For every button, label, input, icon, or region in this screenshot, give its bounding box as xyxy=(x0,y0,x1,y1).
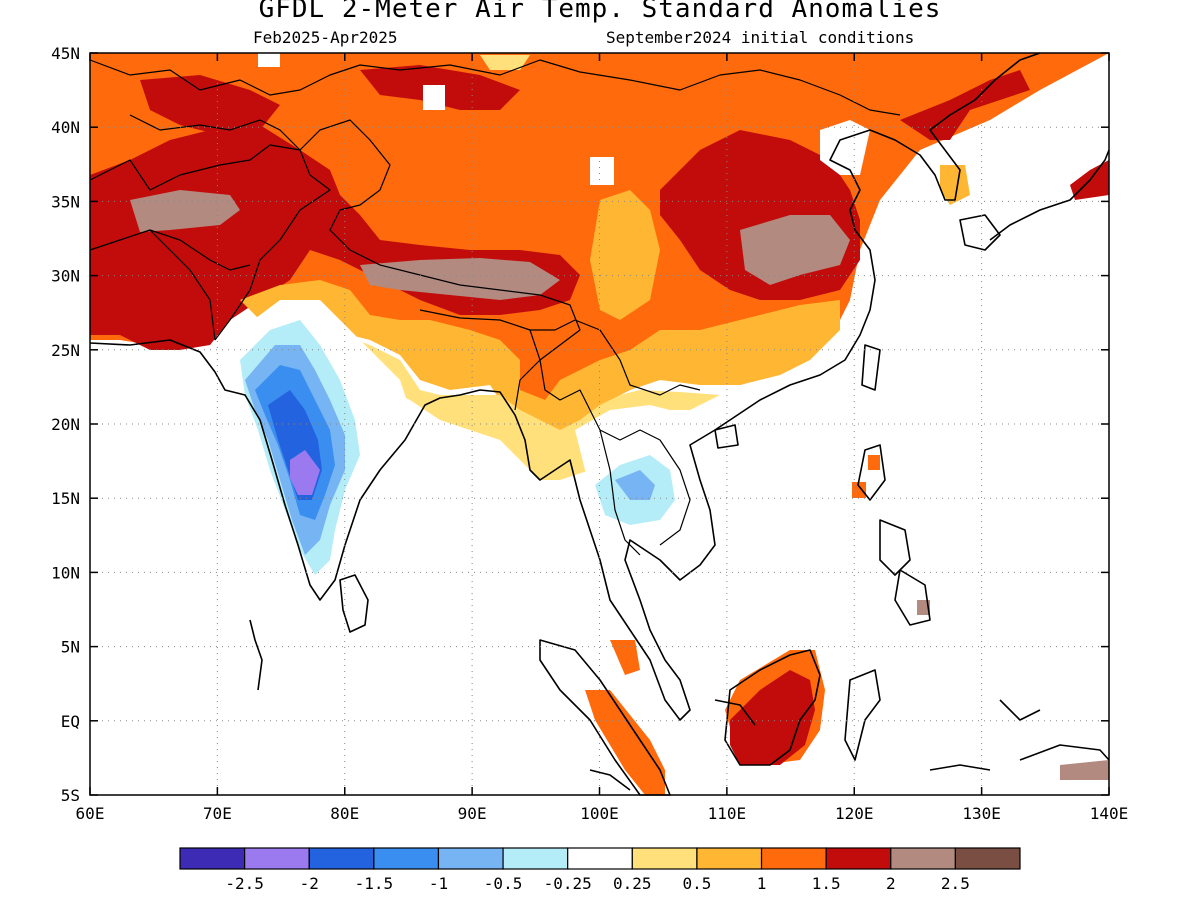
lon-tick-label: 100E xyxy=(580,804,619,823)
lat-tick-label: 20N xyxy=(51,415,80,434)
lat-tick-label: 30N xyxy=(51,267,80,286)
lon-tick-label: 140E xyxy=(1090,804,1129,823)
colorbar-swatch xyxy=(567,847,633,870)
colorbar-labels: -2.5 -2 -1.5 -1 -0.5 -0.25 0.25 0.5 1 1.5 2 2.5 xyxy=(225,874,969,893)
lat-tick-label: 5S xyxy=(61,786,80,805)
anomaly-region-strong-north xyxy=(140,75,280,135)
lat-tick-label: 40N xyxy=(51,118,80,137)
colorbar-swatch xyxy=(890,847,956,870)
anomaly-region-extreme-east xyxy=(917,600,1109,780)
lon-tick-label: 70E xyxy=(203,804,232,823)
forecast-period-label: Feb2025-Apr2025 xyxy=(253,28,398,47)
colorbar-label: -1.5 xyxy=(355,874,394,893)
colorbar-label: -0.5 xyxy=(484,874,523,893)
colorbar-label: 0.25 xyxy=(613,874,652,893)
colorbar-label: 0.5 xyxy=(682,874,711,893)
colorbar-swatch xyxy=(954,847,1021,870)
colorbar-label: 2 xyxy=(886,874,896,893)
lon-tick-label: 110E xyxy=(708,804,747,823)
colorbar-swatch xyxy=(308,847,375,870)
colorbar-swatch xyxy=(373,847,440,870)
anomaly-region-extreme-tibet xyxy=(360,258,560,300)
anomaly-region-extreme-china xyxy=(740,215,850,285)
lon-tick-label: 130E xyxy=(962,804,1001,823)
colorbar-label: -2.5 xyxy=(225,874,264,893)
anomaly-region-mild-central xyxy=(590,190,660,320)
gridlines xyxy=(90,53,1109,795)
lon-tick-label: 60E xyxy=(76,804,105,823)
country-borders xyxy=(89,59,901,556)
colorbar-label: -1 xyxy=(429,874,448,893)
colorbar-label: 2.5 xyxy=(941,874,970,893)
latitude-tick-labels: 45N 40N 35N 30N 25N 20N 15N 10N 5N EQ 5S xyxy=(51,44,80,805)
anomaly-region-very-cold-india xyxy=(290,450,320,495)
anomaly-region-cooler-indochina xyxy=(615,470,655,500)
anomaly-region-slight-north xyxy=(480,55,530,70)
lat-tick-label: EQ xyxy=(61,712,80,731)
colorbar xyxy=(179,847,1021,870)
anomaly-region-strong-korea xyxy=(900,70,1030,140)
colorbar-swatch xyxy=(179,847,246,870)
lat-tick-label: 45N xyxy=(51,44,80,63)
anomaly-region-warm-malaya xyxy=(610,640,640,675)
initial-conditions-label: September2024 initial conditions xyxy=(606,28,915,47)
anomaly-region-slight-south xyxy=(330,330,720,480)
anomaly-fields xyxy=(90,53,1109,795)
colorbar-label: 1 xyxy=(757,874,767,893)
lat-tick-label: 25N xyxy=(51,341,80,360)
lon-tick-label: 90E xyxy=(458,804,487,823)
colorbar-swatch xyxy=(437,847,504,870)
colorbar-label: 1.5 xyxy=(812,874,841,893)
lon-tick-label: 80E xyxy=(330,804,359,823)
colorbar-swatch xyxy=(760,847,827,870)
colorbar-swatch xyxy=(825,847,892,870)
axis-ticks xyxy=(89,52,1110,796)
anomaly-region-extreme-afghan xyxy=(130,190,240,232)
lat-tick-label: 5N xyxy=(61,638,80,657)
colorbar-swatch xyxy=(696,847,763,870)
longitude-tick-labels: 60E 70E 80E 90E 100E 110E 120E 130E 140E xyxy=(76,804,1129,823)
lat-tick-label: 35N xyxy=(51,192,80,211)
lat-tick-label: 10N xyxy=(51,563,80,582)
lon-tick-label: 120E xyxy=(835,804,874,823)
neutral-cell xyxy=(590,157,614,185)
neutral-cell xyxy=(258,53,280,67)
anomaly-region-mild-korea xyxy=(940,165,970,205)
colorbar-label: -2 xyxy=(300,874,319,893)
anomaly-region-warm-sumatra xyxy=(585,690,665,795)
anomaly-region-mild-south xyxy=(240,280,840,470)
colorbar-swatch xyxy=(502,847,569,870)
colorbar-swatch xyxy=(244,847,310,870)
lat-tick-label: 15N xyxy=(51,489,80,508)
map-title: GFDL 2-Meter Air Temp. Standard Anomalie… xyxy=(258,0,942,24)
neutral-cell xyxy=(423,85,445,110)
colorbar-swatch xyxy=(631,847,698,870)
colorbar-label: -0.25 xyxy=(544,874,592,893)
